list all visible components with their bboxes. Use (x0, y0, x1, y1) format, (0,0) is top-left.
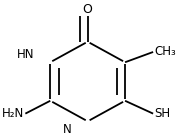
Text: N: N (63, 122, 72, 136)
Text: CH₃: CH₃ (155, 46, 176, 59)
Text: SH: SH (155, 107, 171, 120)
Text: H₂N: H₂N (2, 107, 24, 120)
Text: HN: HN (17, 48, 35, 61)
Text: O: O (83, 3, 93, 16)
